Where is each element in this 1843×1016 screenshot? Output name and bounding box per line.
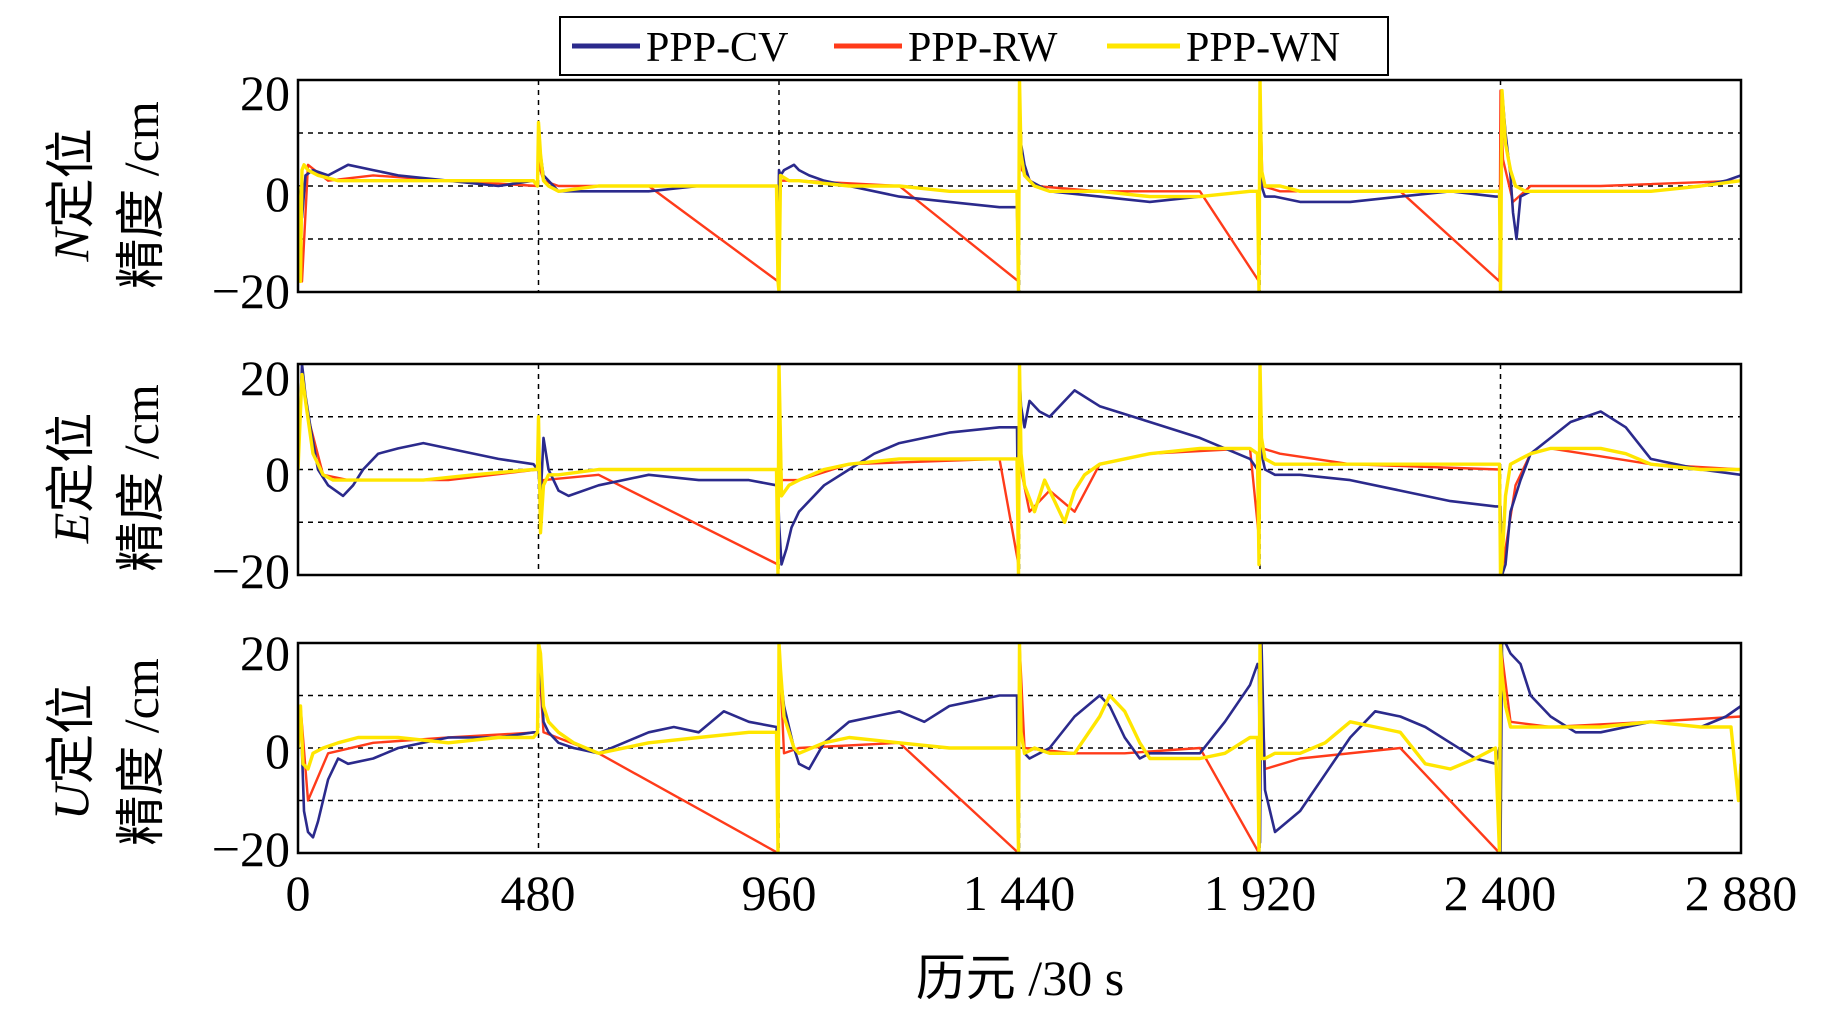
x-tick-label: 2 400 [1444, 865, 1557, 921]
panel-u-ylabel-line2: 精度 /cm [113, 658, 169, 846]
legend-label-ppp-rw: PPP-RW [908, 25, 1058, 71]
panel-u-frame [296, 641, 1743, 855]
x-tick-label: 1 440 [963, 865, 1076, 921]
x-tick-label: 480 [501, 865, 576, 921]
panel-n-y-tick-top: 20 [240, 65, 290, 121]
panel-e-ylabel-line1: E定位 [43, 413, 99, 545]
panel-u-ylabel-rest: 定位 [43, 684, 99, 784]
panel-u: 20 0 −20 U定位 精度 /cm [43, 625, 1743, 877]
panel-n-y-tick-mid: 0 [265, 166, 290, 222]
panel-n: 20 0 −20 N定位 精度 /cm [43, 65, 1743, 319]
x-tick-label: 1 920 [1204, 865, 1317, 921]
panel-u-y-tick-mid: 0 [265, 723, 290, 779]
svg-text:精度 /cm: 精度 /cm [113, 658, 169, 846]
panel-e-ylabel-line2: 精度 /cm [113, 384, 169, 572]
legend: PPP-CV PPP-RW PPP-WN [559, 16, 1389, 76]
x-axis-label: 历元 /30 s [916, 950, 1124, 1006]
x-tick-label: 0 [286, 865, 311, 921]
svg-text:U定位: U定位 [43, 684, 99, 820]
panel-e-frame [296, 362, 1743, 577]
panel-u-series [298, 643, 1741, 853]
panel-n-ylabel-letter: N [43, 226, 99, 263]
panel-e-ylabel-rest: 定位 [43, 413, 99, 513]
panel-u-y-tick-top: 20 [240, 625, 290, 681]
panel-e-y-tick-bottom: −20 [212, 543, 290, 599]
panel-e: 20 0 −20 E定位 精度 /cm [43, 350, 1743, 599]
panel-n-line-ppp-wn [298, 80, 1741, 292]
panel-e-line-ppp-wn [298, 364, 1741, 575]
panel-n-ylabel-rest: 定位 [43, 128, 99, 228]
panel-u-ylabel-line1: U定位 [43, 684, 99, 820]
panel-n-ylabel-line1: N定位 [43, 128, 99, 262]
panel-e-y-tick-top: 20 [240, 350, 290, 406]
legend-box [559, 16, 1389, 76]
legend-label-ppp-cv: PPP-CV [646, 25, 788, 71]
panel-n-series [298, 80, 1741, 292]
panel-e-y-tick-mid: 0 [265, 446, 290, 502]
panel-u-ylabel-letter: U [43, 781, 99, 820]
svg-text:E定位: E定位 [43, 413, 99, 545]
x-axis: 0 480 960 1 440 1 920 2 400 2 880 历元 /30… [286, 865, 1798, 1006]
panel-e-ylabel-letter: E [43, 513, 99, 545]
panel-u-y-tick-bottom: −20 [212, 821, 290, 877]
svg-text:N定位: N定位 [43, 128, 99, 262]
panel-n-frame [296, 78, 1743, 294]
legend-label-ppp-wn: PPP-WN [1186, 25, 1340, 71]
svg-text:精度 /cm: 精度 /cm [113, 384, 169, 572]
svg-text:精度 /cm: 精度 /cm [113, 101, 169, 289]
x-tick-label: 960 [742, 865, 817, 921]
panel-e-series [298, 364, 1741, 575]
panel-n-ylabel-line2: 精度 /cm [113, 101, 169, 289]
panel-n-y-tick-bottom: −20 [212, 263, 290, 319]
x-tick-label: 2 880 [1685, 865, 1798, 921]
panel-u-line-ppp-wn [298, 643, 1741, 853]
